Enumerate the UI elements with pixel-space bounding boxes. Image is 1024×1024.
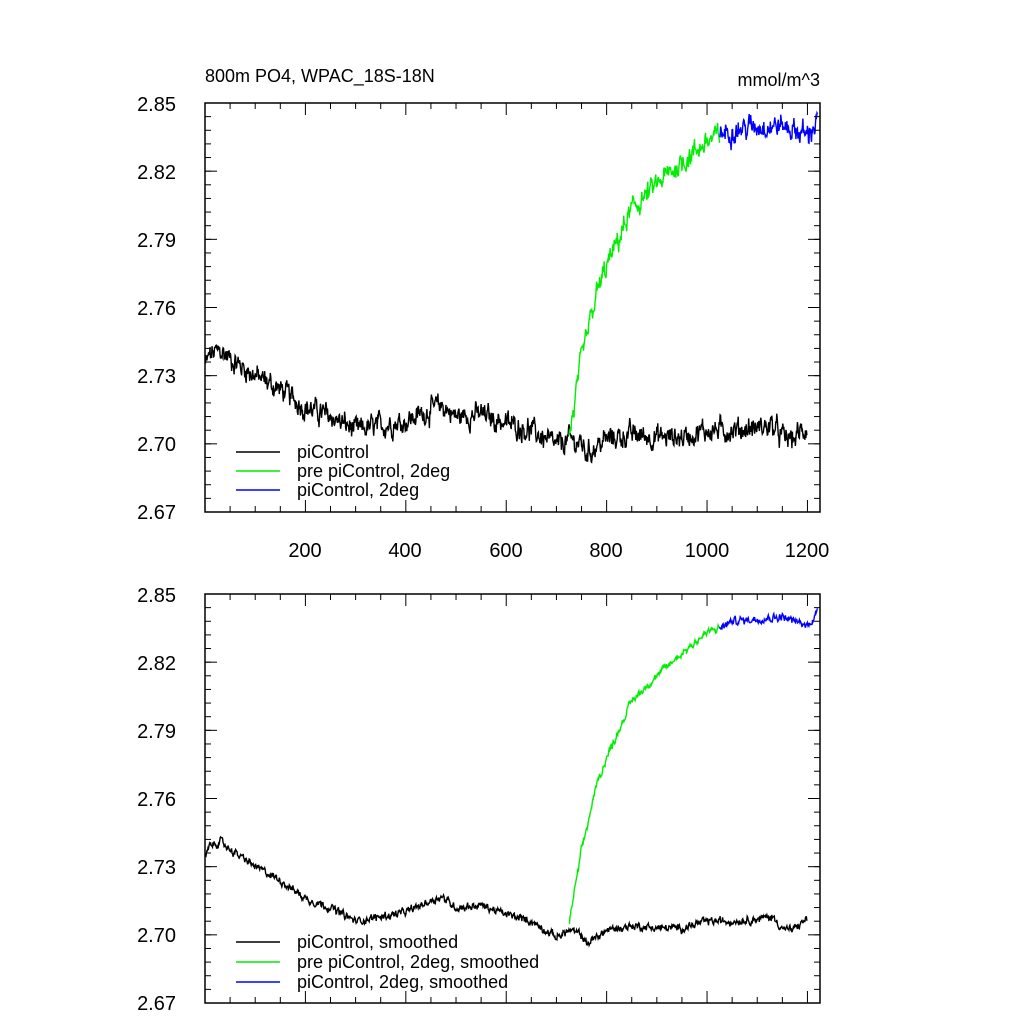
top-chart-units: mmol/m^3 [738,70,820,90]
bottom-ytick-label: 2.76 [137,789,176,811]
top-xtick-label: 200 [288,540,321,562]
top-legend-label: piControl [297,442,369,462]
top-series-line-0 [204,344,808,464]
top-ytick-label: 2.76 [137,298,176,320]
bottom-ytick-label: 2.79 [137,721,176,743]
bottom-panel: 2.67 2.70 2.73 2.76 2.79 2.82 2.85 piCon… [137,585,821,1015]
top-series-line-1 [568,122,721,436]
top-xtick-label: 600 [489,540,522,562]
top-series-line-2 [719,110,819,151]
top-ytick-label: 2.79 [137,230,176,252]
bottom-legend-label: piControl, smoothed [297,932,458,952]
bottom-ytick-label: 2.85 [137,585,176,607]
bottom-series-line-2 [718,608,819,631]
bottom-ytick-labels: 2.67 2.70 2.73 2.76 2.79 2.82 2.85 [137,585,176,1015]
bottom-legend-label: pre piControl, 2deg, smoothed [297,952,539,972]
bottom-legend: piControl, smoothed pre piControl, 2deg,… [236,932,539,992]
top-xtick-labels: 200 400 600 800 1000 1200 [288,540,829,562]
top-ytick-label: 2.70 [137,434,176,456]
top-xtick-label: 1200 [785,540,830,562]
top-legend-label: pre piControl, 2deg [297,461,450,481]
bottom-legend-label: piControl, 2deg, smoothed [297,972,508,992]
top-legend: piControl pre piControl, 2deg piControl,… [236,442,450,500]
top-ytick-label: 2.67 [137,502,176,524]
bottom-ticks-layer [205,593,820,1004]
top-xtick-label: 1000 [685,540,730,562]
bottom-series-line-1 [568,622,721,925]
top-ticks-layer [205,102,820,513]
top-panel: 800m PO4, WPAC_18S-18N mmol/m^3 2.67 2.7… [137,66,829,562]
top-legend-label: piControl, 2deg [297,480,419,500]
top-xtick-label: 400 [388,540,421,562]
top-ytick-label: 2.73 [137,366,176,388]
bottom-ytick-label: 2.70 [137,925,176,947]
bottom-ytick-label: 2.73 [137,857,176,879]
bottom-ytick-label: 2.82 [137,653,176,675]
top-xtick-label: 800 [589,540,622,562]
bottom-series-layer [205,608,819,948]
top-ytick-label: 2.82 [137,162,176,184]
top-chart-title: 800m PO4, WPAC_18S-18N [205,66,435,87]
bottom-ytick-label: 2.67 [137,993,176,1015]
top-ytick-labels: 2.67 2.70 2.73 2.76 2.79 2.82 2.85 [137,94,176,524]
top-ytick-label: 2.85 [137,94,176,116]
top-series-layer [204,110,819,464]
bottom-series-line-0 [205,835,808,948]
